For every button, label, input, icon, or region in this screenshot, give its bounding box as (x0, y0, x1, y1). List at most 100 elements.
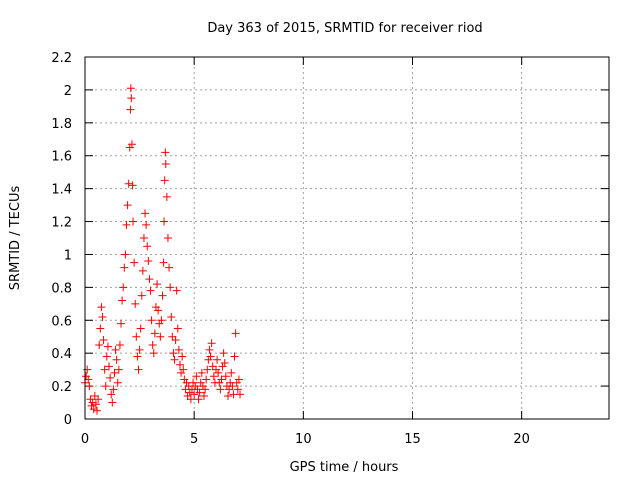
data-point (134, 365, 143, 374)
data-point (144, 257, 153, 266)
data-point (115, 340, 124, 349)
data-point (169, 349, 178, 358)
data-point (216, 385, 225, 394)
data-point (148, 340, 157, 349)
data-point (88, 398, 97, 407)
data-point (127, 140, 136, 149)
y-tick-label: 2.2 (51, 51, 72, 66)
data-point (197, 368, 206, 377)
x-tick-label: 5 (190, 432, 198, 447)
data-points (81, 84, 245, 415)
data-point (214, 368, 223, 377)
data-point (121, 250, 130, 259)
data-point (171, 336, 180, 345)
data-point (114, 365, 123, 374)
data-point (99, 336, 108, 345)
data-point (143, 242, 152, 251)
data-point (175, 360, 184, 369)
data-point (119, 283, 128, 292)
data-point (83, 365, 92, 374)
data-point (105, 362, 114, 371)
data-point (139, 234, 148, 242)
data-point (98, 312, 107, 321)
data-point (89, 405, 98, 414)
data-point (220, 359, 229, 368)
data-point (167, 312, 176, 321)
data-point (111, 345, 120, 354)
data-point (233, 385, 242, 394)
data-point (150, 329, 159, 338)
data-point (102, 352, 111, 361)
data-point (103, 342, 112, 351)
data-point (192, 372, 201, 381)
data-point (146, 286, 155, 295)
data-point (93, 406, 102, 415)
data-point (84, 375, 93, 384)
data-point (208, 362, 217, 371)
data-point (217, 375, 226, 384)
data-point (205, 345, 214, 354)
plot-border (84, 56, 610, 420)
data-point (91, 400, 100, 409)
data-point (123, 201, 132, 210)
data-point (161, 148, 170, 157)
data-point (161, 159, 170, 168)
data-point (141, 209, 150, 218)
data-point (202, 375, 211, 384)
x-tick-label: 15 (404, 432, 421, 447)
data-point (154, 306, 163, 315)
data-point (122, 220, 131, 229)
grid (85, 57, 609, 419)
data-point (170, 355, 179, 364)
data-point (132, 332, 141, 341)
y-tick-label: 1.8 (51, 117, 72, 132)
data-point (129, 217, 138, 226)
data-point (101, 382, 110, 391)
data-point (168, 332, 177, 341)
data-point (219, 349, 228, 358)
data-point (142, 220, 151, 229)
data-point (147, 316, 156, 325)
x-axis-label: GPS time / hours (290, 460, 399, 475)
data-point (159, 258, 168, 267)
data-point (90, 391, 99, 400)
data-point (190, 390, 199, 399)
data-point (120, 263, 129, 272)
data-point (179, 365, 188, 374)
data-point (118, 296, 127, 305)
data-point (165, 263, 174, 272)
data-point (221, 372, 230, 381)
x-tick-label: 20 (513, 432, 530, 447)
x-tick-label: 0 (81, 432, 89, 447)
chart-title: Day 363 of 2015, SRMTID for receiver rio… (207, 21, 482, 36)
data-point (112, 355, 121, 364)
data-point (85, 382, 94, 391)
data-point (137, 291, 146, 300)
data-point (131, 299, 140, 308)
data-point (138, 266, 147, 275)
data-point (126, 105, 135, 114)
data-point (158, 291, 167, 300)
y-axis-label: SRMTID / TECUs (8, 186, 23, 291)
data-point (199, 391, 208, 400)
data-point (166, 283, 175, 292)
data-point (231, 329, 240, 338)
data-point (206, 352, 215, 361)
data-point (149, 349, 158, 358)
data-point (100, 365, 109, 374)
data-point (95, 340, 104, 349)
y-tick-label: 1.2 (51, 216, 72, 231)
data-point (194, 395, 203, 404)
data-point (94, 395, 103, 404)
data-point (153, 280, 162, 289)
data-point (107, 390, 116, 399)
y-tick-label: 0.8 (51, 281, 72, 296)
y-tick-label: 1.6 (51, 150, 72, 165)
data-point (207, 339, 216, 348)
tick-labels: 0 0.2 0.4 0.6 0.8 1 1.2 1.4 1.6 1.8 2 2.2 0 5 10 15 20 (51, 51, 530, 447)
y-tick-label: 0.4 (51, 347, 72, 362)
data-point (157, 316, 166, 325)
y-tick-label: 0 (64, 413, 72, 428)
data-point (97, 303, 106, 312)
